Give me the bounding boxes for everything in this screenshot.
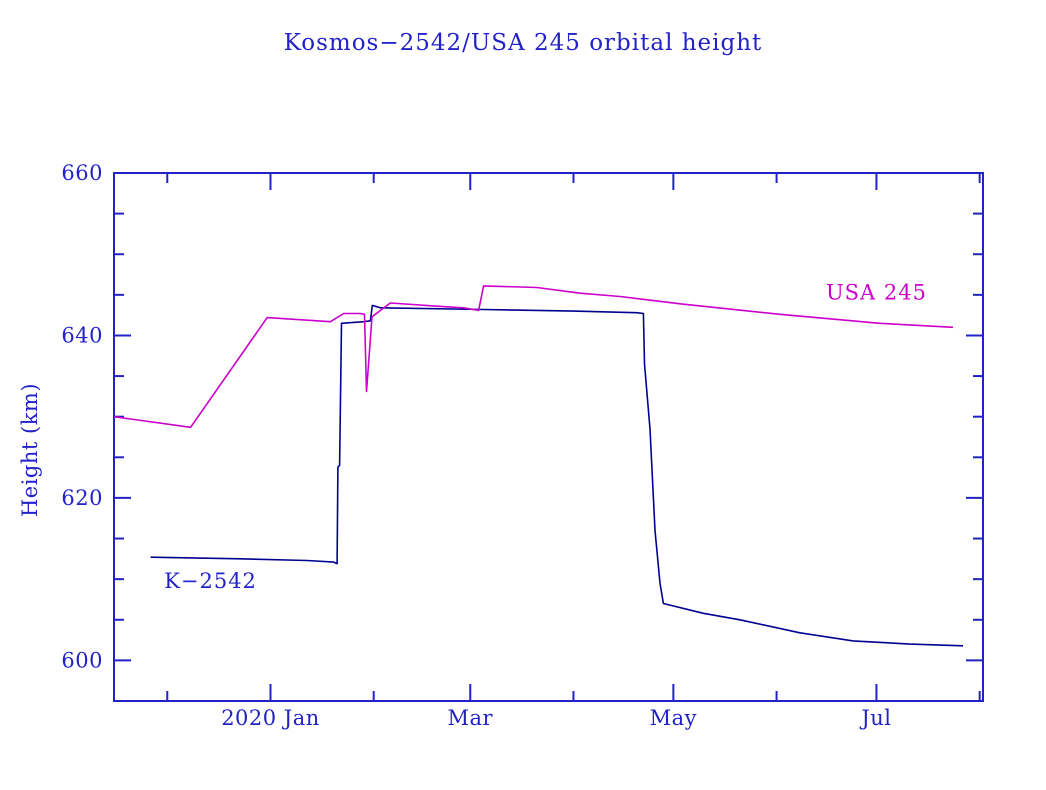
y-tick-label: 620 — [61, 486, 103, 510]
chart-title: Kosmos−2542/USA 245 orbital height — [283, 30, 763, 56]
x-tick-label: Mar — [447, 706, 493, 730]
usa-245-label: USA 245 — [826, 280, 927, 304]
usa-245-line — [113, 285, 954, 429]
y-tick-label: 640 — [61, 323, 103, 347]
axes-frame — [113, 172, 984, 702]
x-tick-label: Jul — [859, 706, 891, 730]
k-2542-label: K−2542 — [164, 569, 257, 593]
x-tick-label: 2020 Jan — [221, 706, 320, 730]
x-tick-label: May — [650, 706, 697, 730]
y-tick-label: 660 — [61, 161, 103, 185]
k-2542-line — [150, 304, 964, 647]
y-axis-label: Height (km) — [18, 382, 42, 518]
y-tick-label: 600 — [61, 648, 103, 672]
